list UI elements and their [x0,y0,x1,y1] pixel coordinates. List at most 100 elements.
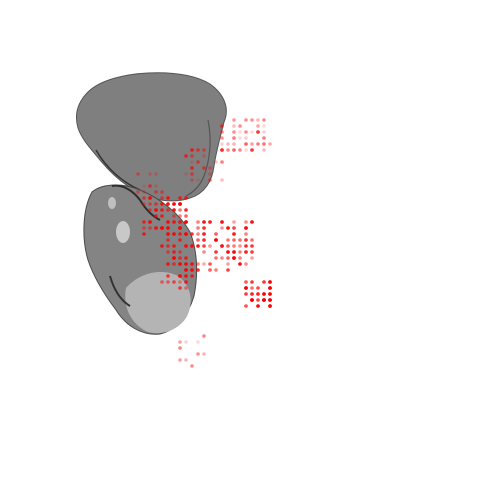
point-marker [142,184,146,188]
point-marker [250,298,254,302]
lower-mesh-highlight [125,272,191,334]
point-marker [256,130,260,134]
point-marker [208,262,212,266]
point-marker [166,274,170,278]
point-marker [268,304,272,308]
point-marker [178,238,182,242]
point-marker [262,148,266,152]
point-marker [190,244,194,248]
point-marker [232,142,236,146]
point-marker [148,196,152,200]
point-marker [202,238,206,242]
point-marker [250,130,254,134]
point-marker [190,172,194,176]
point-marker [142,190,146,194]
point-marker [244,250,248,254]
point-marker [226,250,230,254]
point-marker [166,262,170,266]
point-marker [172,214,176,218]
point-marker [172,244,176,248]
point-marker [244,130,248,134]
point-marker [244,226,248,230]
point-marker [172,250,176,254]
point-marker [184,256,188,260]
point-marker [244,250,248,254]
point-marker [226,262,230,266]
point-marker [184,196,188,200]
point-marker [166,202,170,206]
point-marker [226,148,230,152]
point-marker [256,142,260,146]
point-marker [184,280,188,284]
point-marker [268,286,272,290]
point-marker [244,136,248,140]
point-marker [244,292,248,296]
point-marker [232,148,236,152]
point-marker [244,118,248,122]
point-marker [226,238,230,242]
point-marker [208,268,212,272]
point-marker [184,232,188,236]
point-marker [190,154,194,158]
point-marker [262,292,266,296]
point-marker [190,160,194,164]
point-marker [262,142,266,146]
point-marker [220,160,224,164]
point-marker [262,124,266,128]
point-marker [172,232,176,236]
point-marker [220,220,224,224]
point-marker [148,202,152,206]
point-marker [232,130,236,134]
point-marker [244,286,248,290]
point-marker [166,208,170,212]
point-marker [214,256,218,260]
point-marker [154,226,158,230]
point-marker [256,124,260,128]
point-marker [160,280,164,284]
point-marker [148,208,152,212]
point-marker [244,142,248,146]
point-marker [244,238,248,242]
point-marker [232,256,236,260]
point-marker [178,340,182,344]
point-marker [232,142,236,146]
point-marker [238,262,242,266]
point-marker [178,226,182,230]
point-marker [262,136,266,140]
point-marker [160,202,164,206]
point-marker [178,250,182,254]
point-marker [190,148,194,152]
point-marker [178,358,182,362]
point-marker [220,148,224,152]
point-marker [154,172,158,176]
point-marker [196,226,200,230]
point-marker [148,220,152,224]
point-marker [208,166,212,170]
point-marker [238,244,242,248]
point-marker [232,148,236,152]
point-marker [244,232,248,236]
point-marker [232,244,236,248]
point-marker [250,286,254,290]
point-marker [178,214,182,218]
point-marker [256,292,260,296]
point-marker [196,238,200,242]
point-marker [160,214,164,218]
point-marker [202,226,206,230]
point-marker [196,232,200,236]
point-marker [190,274,194,278]
point-marker [154,226,158,230]
point-marker [184,154,188,158]
point-marker [232,136,236,140]
point-marker [190,268,194,272]
point-marker [238,256,242,260]
point-marker [244,142,248,146]
point-marker [190,172,194,176]
point-marker [196,340,200,344]
point-marker [196,268,200,272]
upper-mesh-lobe [75,72,227,202]
lower-mesh-crease [109,275,131,307]
point-marker [190,166,194,170]
point-marker [148,184,152,188]
